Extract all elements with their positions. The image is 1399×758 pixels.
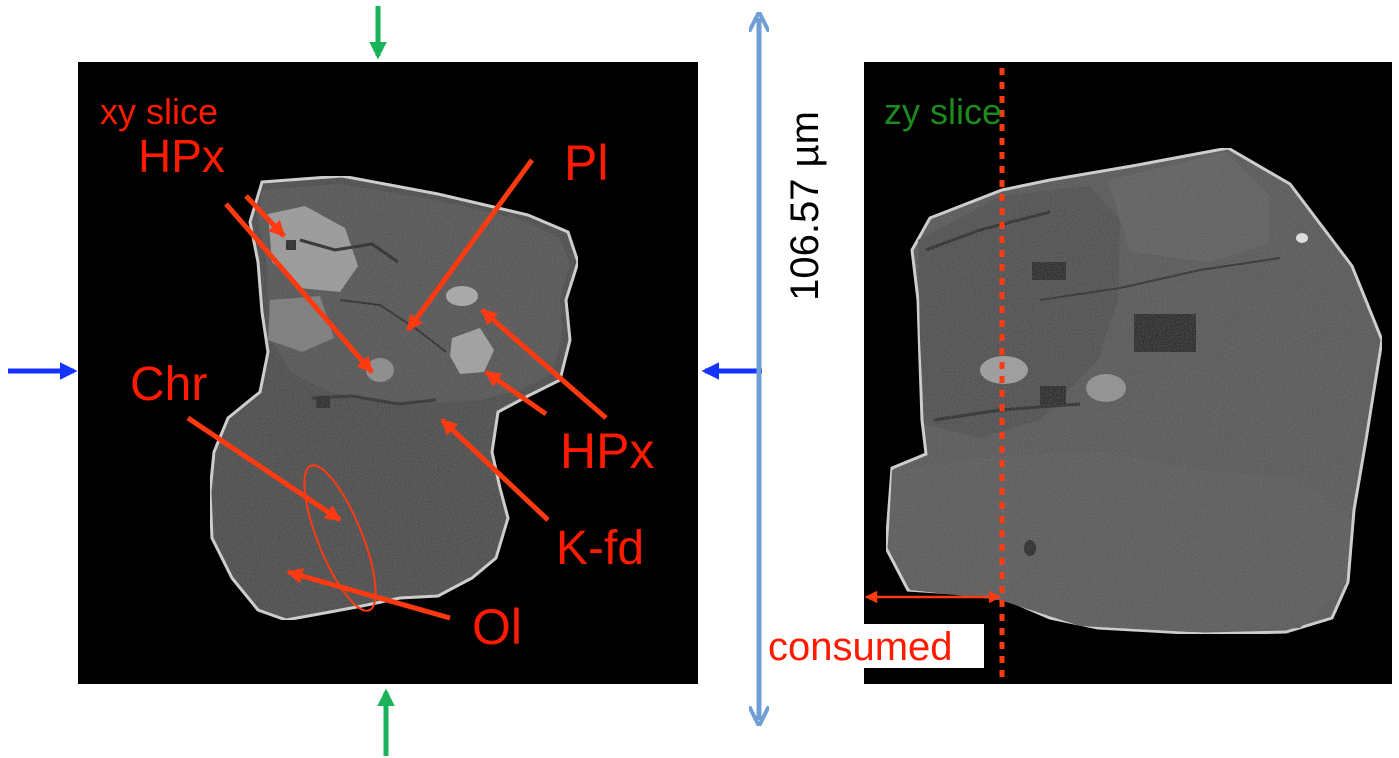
hpx-label-top: HPx xyxy=(138,130,225,182)
xy-bright-blob-1 xyxy=(446,286,478,306)
hpx-pointer-arrow-1 xyxy=(244,194,286,238)
zy-void-2 xyxy=(1032,262,1066,280)
chr-label: Chr xyxy=(130,358,207,411)
ol-pointer-arrow xyxy=(286,568,451,621)
hpx-label-right: HPx xyxy=(560,423,654,479)
zy-slice-label: zy slice xyxy=(884,91,1002,132)
zy-crack-1 xyxy=(925,210,1051,252)
kfd-pointer-arrow xyxy=(440,418,550,522)
zy-upper-left-phase xyxy=(918,186,1120,438)
zy-crack-2 xyxy=(1039,257,1281,301)
consumed-label-backing xyxy=(768,624,984,668)
xy-slice-label: xy slice xyxy=(100,91,218,132)
xy-slice-panel xyxy=(78,62,698,684)
zy-void-3 xyxy=(1040,386,1066,406)
zy-slice-panel xyxy=(864,62,1392,684)
xy-pore-2 xyxy=(316,396,330,408)
chr-highlight-ellipse xyxy=(303,464,377,612)
hpx-pointer-arrow-2 xyxy=(224,202,374,374)
zy-bright-blob-2 xyxy=(1086,374,1126,402)
zy-upper-block xyxy=(1108,152,1270,262)
zy-pore-1 xyxy=(1024,540,1036,556)
xy-pore-1 xyxy=(286,240,296,250)
xy-crack-3 xyxy=(311,394,437,406)
kfd-label: K-fd xyxy=(556,522,644,575)
zy-grain xyxy=(884,146,1384,636)
zy-void-1 xyxy=(1134,314,1196,352)
consumed-label: consumed xyxy=(768,625,953,669)
zy-bright-blob-1 xyxy=(980,356,1028,384)
xy-bright-blob-2 xyxy=(450,328,494,374)
pl-pointer-arrow xyxy=(405,158,535,332)
hpx-pointer-arrow-3 xyxy=(480,308,608,420)
scale-bar-label: 106.57 µm xyxy=(783,111,827,301)
hpx-pointer-arrow-4 xyxy=(484,369,548,417)
xy-crack-1 xyxy=(299,238,399,264)
chr-pointer-arrow xyxy=(186,415,342,523)
pl-label: Pl xyxy=(564,135,608,191)
mineral-pointer-arrows xyxy=(186,158,608,621)
xy-grain xyxy=(208,174,580,622)
xy-bright-hpx-grain xyxy=(268,206,358,292)
xy-crack-2 xyxy=(339,299,447,353)
zy-bright-blob-3 xyxy=(1296,233,1308,243)
ol-label: Ol xyxy=(472,599,522,655)
